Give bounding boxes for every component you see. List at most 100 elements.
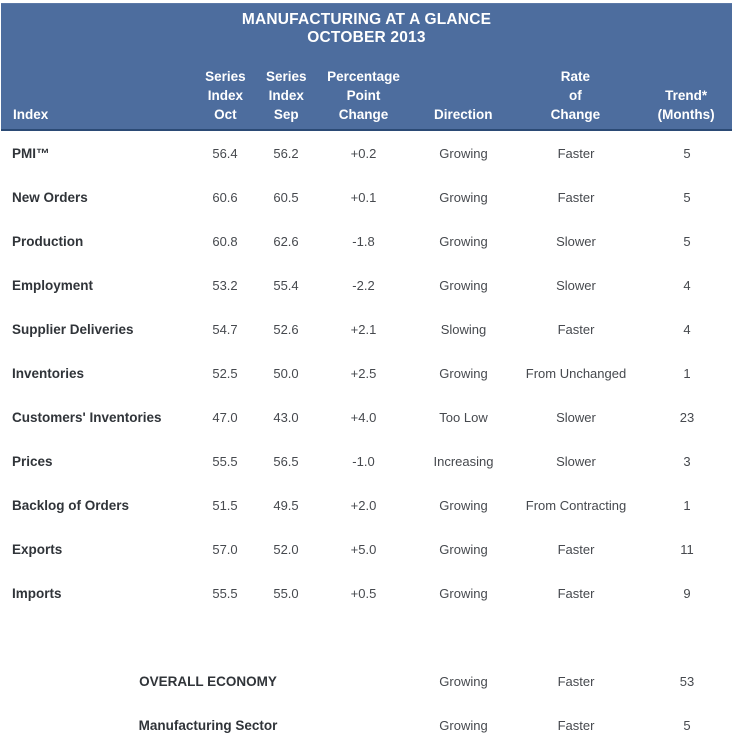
cell-series-index-sep: 52.6 bbox=[273, 321, 299, 337]
cell-series-index-oct: 47.0 bbox=[212, 409, 238, 425]
cell-direction: Slowing bbox=[440, 321, 487, 337]
report-table: MANUFACTURING AT A GLANCE OCTOBER 2013 I… bbox=[0, 3, 733, 750]
table-title: MANUFACTURING AT A GLANCE OCTOBER 2013 bbox=[1, 4, 732, 47]
row-label: Production bbox=[12, 233, 84, 249]
column-header-change: Percentage Point Change bbox=[327, 69, 400, 122]
cell-rate-of-change: Faster bbox=[557, 541, 595, 557]
cell-rate-of-change: From Contracting bbox=[525, 497, 627, 513]
cell-series-index-oct: 60.6 bbox=[212, 189, 238, 205]
cell-direction: Growing bbox=[439, 365, 488, 381]
cell-direction: Growing bbox=[439, 585, 488, 601]
table-row-supplier-deliveries: Supplier Deliveries 54.7 52.6 +2.1 Slowi… bbox=[0, 307, 733, 351]
cell-trend-months: 5 bbox=[683, 233, 691, 249]
column-header-index: Index bbox=[13, 107, 49, 122]
cell-direction: Growing bbox=[439, 673, 488, 689]
column-header-trend: Trend* (Months) bbox=[657, 88, 715, 122]
row-label: Backlog of Orders bbox=[12, 497, 130, 513]
cell-series-index-oct: 55.5 bbox=[212, 453, 238, 469]
cell-trend-months: 5 bbox=[683, 145, 691, 161]
row-label: Employment bbox=[12, 277, 94, 293]
cell-series-index-sep: 60.5 bbox=[273, 189, 299, 205]
cell-series-index-sep: 52.0 bbox=[273, 541, 299, 557]
summary-label: Manufacturing Sector bbox=[138, 717, 278, 733]
column-header-direction: Direction bbox=[433, 107, 493, 122]
cell-rate-of-change: Slower bbox=[556, 453, 596, 469]
table-row-imports: Imports 55.5 55.0 +0.5 Growing Faster 9 bbox=[0, 571, 733, 615]
cell-rate-of-change: Faster bbox=[557, 189, 595, 205]
summary-row-manufacturing-sector: Manufacturing Sector Growing Faster 5 bbox=[0, 703, 733, 747]
cell-point-change: +5.0 bbox=[350, 541, 377, 557]
cell-point-change: +0.2 bbox=[350, 145, 377, 161]
cell-series-index-sep: 50.0 bbox=[273, 365, 299, 381]
cell-series-index-oct: 60.8 bbox=[212, 233, 238, 249]
cell-direction: Growing bbox=[439, 145, 488, 161]
cell-series-index-sep: 43.0 bbox=[273, 409, 299, 425]
cell-point-change: -1.8 bbox=[352, 233, 375, 249]
table-title-line2: OCTOBER 2013 bbox=[307, 29, 426, 46]
cell-direction: Growing bbox=[439, 277, 488, 293]
cell-rate-of-change: Faster bbox=[557, 145, 595, 161]
table-row-new-orders: New Orders 60.6 60.5 +0.1 Growing Faster… bbox=[0, 175, 733, 219]
table-row-inventories: Inventories 52.5 50.0 +2.5 Growing From … bbox=[0, 351, 733, 395]
cell-series-index-oct: 55.5 bbox=[212, 585, 238, 601]
cell-series-index-oct: 56.4 bbox=[212, 145, 238, 161]
cell-series-index-sep: 56.5 bbox=[273, 453, 299, 469]
cell-point-change: +2.5 bbox=[350, 365, 377, 381]
column-header-sep: Series Index Sep bbox=[265, 69, 307, 122]
row-label: Imports bbox=[12, 585, 62, 601]
row-label: PMI™ bbox=[12, 145, 50, 161]
cell-series-index-oct: 57.0 bbox=[212, 541, 238, 557]
cell-direction: Increasing bbox=[433, 453, 494, 469]
cell-point-change: +4.0 bbox=[350, 409, 377, 425]
row-label: Supplier Deliveries bbox=[12, 321, 134, 337]
table-title-line1: MANUFACTURING AT A GLANCE bbox=[241, 11, 492, 28]
table-body: PMI™ 56.4 56.2 +0.2 Growing Faster 5 New… bbox=[0, 131, 733, 747]
cell-point-change: +0.1 bbox=[350, 189, 377, 205]
cell-series-index-oct: 52.5 bbox=[212, 365, 238, 381]
cell-trend-months: 9 bbox=[683, 585, 691, 601]
cell-rate-of-change: Slower bbox=[556, 277, 596, 293]
cell-rate-of-change: Faster bbox=[557, 585, 595, 601]
spacer-row bbox=[0, 615, 733, 659]
cell-point-change: +2.0 bbox=[350, 497, 377, 513]
cell-series-index-sep: 55.0 bbox=[273, 585, 299, 601]
cell-point-change: +2.1 bbox=[350, 321, 377, 337]
cell-series-index-sep: 49.5 bbox=[273, 497, 299, 513]
table-row-exports: Exports 57.0 52.0 +5.0 Growing Faster 11 bbox=[0, 527, 733, 571]
cell-rate-of-change: Faster bbox=[557, 673, 595, 689]
table-row-pmi: PMI™ 56.4 56.2 +0.2 Growing Faster 5 bbox=[0, 131, 733, 175]
cell-rate-of-change: From Unchanged bbox=[525, 365, 627, 381]
table-row-employment: Employment 53.2 55.4 -2.2 Growing Slower… bbox=[0, 263, 733, 307]
cell-rate-of-change: Faster bbox=[557, 717, 595, 733]
cell-series-index-sep: 56.2 bbox=[273, 145, 299, 161]
cell-series-index-oct: 51.5 bbox=[212, 497, 238, 513]
table-row-customers-inventories: Customers' Inventories 47.0 43.0 +4.0 To… bbox=[0, 395, 733, 439]
table-row-backlog-of-orders: Backlog of Orders 51.5 49.5 +2.0 Growing… bbox=[0, 483, 733, 527]
cell-series-index-oct: 54.7 bbox=[212, 321, 238, 337]
cell-point-change: -2.2 bbox=[352, 277, 375, 293]
row-label: Exports bbox=[12, 541, 63, 557]
row-label: Customers' Inventories bbox=[12, 409, 162, 425]
cell-trend-months: 53 bbox=[679, 673, 695, 689]
cell-rate-of-change: Slower bbox=[556, 409, 596, 425]
column-header-rate: Rate of Change bbox=[550, 69, 601, 122]
cell-trend-months: 5 bbox=[683, 189, 691, 205]
cell-series-index-oct: 53.2 bbox=[212, 277, 238, 293]
cell-trend-months: 11 bbox=[680, 541, 694, 557]
table-row-production: Production 60.8 62.6 -1.8 Growing Slower… bbox=[0, 219, 733, 263]
row-label: Inventories bbox=[12, 365, 85, 381]
cell-direction: Growing bbox=[439, 717, 488, 733]
cell-trend-months: 1 bbox=[683, 497, 691, 513]
cell-series-index-sep: 62.6 bbox=[273, 233, 299, 249]
cell-trend-months: 4 bbox=[683, 321, 691, 337]
cell-direction: Growing bbox=[439, 233, 488, 249]
cell-trend-months: 5 bbox=[683, 717, 691, 733]
table-header: MANUFACTURING AT A GLANCE OCTOBER 2013 I… bbox=[1, 3, 732, 131]
row-label: New Orders bbox=[12, 189, 88, 205]
cell-trend-months: 4 bbox=[683, 277, 691, 293]
cell-direction: Growing bbox=[439, 189, 488, 205]
summary-label: OVERALL ECONOMY bbox=[139, 673, 277, 689]
cell-direction: Growing bbox=[439, 497, 488, 513]
cell-direction: Too Low bbox=[439, 409, 488, 425]
cell-trend-months: 3 bbox=[683, 453, 691, 469]
